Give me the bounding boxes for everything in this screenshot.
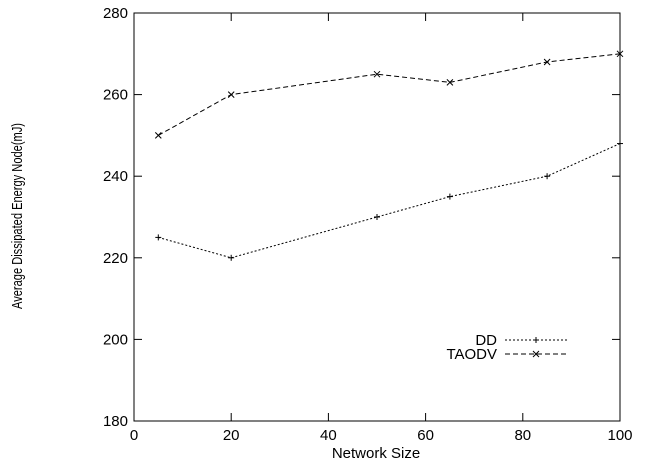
x-tick-label: 40 <box>320 427 337 444</box>
data-point-taodv-d2 <box>373 70 381 78</box>
data-point-taodv-d2 <box>446 79 454 86</box>
legend-label-dd: DD <box>475 332 497 349</box>
y-axis-title: Average Dissipated Energy Node(mJ) <box>8 123 25 309</box>
plot-frame-group <box>133 12 621 422</box>
series-taodv <box>154 50 624 139</box>
y-tick-label: 220 <box>103 250 128 267</box>
x-axis-title: Network Size <box>332 445 420 462</box>
series-dd <box>155 140 623 261</box>
x-tick-label: 20 <box>223 427 240 444</box>
y-tick-label: 200 <box>103 331 128 348</box>
data-point-taodv-d2 <box>154 132 162 139</box>
y-tick-label: 280 <box>103 5 128 22</box>
legend-item-taodv: TAODV <box>446 346 567 363</box>
legend-marker-taodv-d2 <box>532 350 540 358</box>
series-line-dd <box>158 143 621 259</box>
ticks-group: 0 20 40 60 80 100 180 200 220 240 260 280 <box>103 5 633 444</box>
legend-item-dd: DD <box>475 332 567 349</box>
y-axis-title-group: Average Dissipated Energy Node(mJ) <box>8 123 25 309</box>
plot-frame <box>133 12 621 422</box>
y-tick-label: 260 <box>103 87 128 104</box>
legend-label-taodv: TAODV <box>446 346 497 363</box>
x-tick-label: 0 <box>130 427 138 444</box>
x-tick-label: 100 <box>607 427 632 444</box>
x-tick-label: 80 <box>514 427 531 444</box>
series-line-taodv <box>158 53 621 136</box>
data-point-taodv-d2 <box>616 50 624 58</box>
series-group <box>154 50 624 261</box>
data-point-taodv-d2 <box>227 91 235 98</box>
y-tick-label: 240 <box>103 168 128 185</box>
x-tick-label: 60 <box>417 427 434 444</box>
data-point-taodv-d2 <box>543 58 551 66</box>
y-tick-label: 180 <box>103 413 128 430</box>
